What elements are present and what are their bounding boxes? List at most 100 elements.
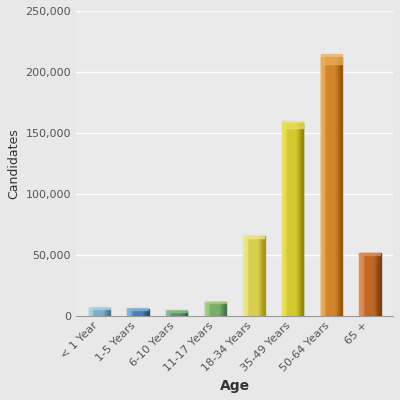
Bar xyxy=(210,302,211,316)
Bar xyxy=(298,123,299,316)
Bar xyxy=(130,309,131,316)
Bar xyxy=(259,236,260,316)
Bar xyxy=(337,57,338,316)
Bar xyxy=(139,309,140,316)
Bar xyxy=(91,308,92,316)
Bar xyxy=(330,57,331,316)
Bar xyxy=(299,123,300,316)
Bar xyxy=(320,54,342,64)
Bar xyxy=(339,57,340,316)
Bar xyxy=(100,308,101,316)
Bar xyxy=(99,308,100,316)
Bar xyxy=(359,253,360,316)
Bar xyxy=(294,123,295,316)
Bar xyxy=(93,308,94,316)
Bar xyxy=(205,302,206,316)
Bar xyxy=(102,308,103,316)
Bar xyxy=(185,311,186,316)
Bar xyxy=(166,311,167,316)
Bar xyxy=(371,253,372,316)
Bar xyxy=(213,302,214,316)
Bar xyxy=(109,308,110,316)
Bar xyxy=(323,57,324,316)
Bar xyxy=(258,236,259,316)
Bar xyxy=(257,236,258,316)
Bar xyxy=(166,310,187,312)
Bar xyxy=(127,308,148,310)
Bar xyxy=(301,123,302,316)
Bar xyxy=(170,311,171,316)
Bar xyxy=(341,57,342,316)
Bar xyxy=(144,309,145,316)
Bar xyxy=(133,309,134,316)
Bar xyxy=(166,311,167,316)
Bar xyxy=(129,309,130,316)
Bar xyxy=(262,236,263,316)
Bar xyxy=(127,309,128,316)
Bar xyxy=(367,253,368,316)
Bar xyxy=(174,311,175,316)
Bar xyxy=(289,123,290,316)
Bar xyxy=(254,236,255,316)
Bar xyxy=(223,302,224,316)
Bar xyxy=(176,311,177,316)
Bar xyxy=(333,57,334,316)
Bar xyxy=(137,309,138,316)
Bar xyxy=(134,309,135,316)
Bar xyxy=(216,302,217,316)
Bar xyxy=(361,253,362,316)
Bar xyxy=(323,57,324,316)
Bar xyxy=(175,311,176,316)
Bar xyxy=(334,57,335,316)
Bar xyxy=(128,309,131,316)
Bar xyxy=(248,236,249,316)
Bar xyxy=(295,123,296,316)
Bar xyxy=(207,302,208,316)
Bar xyxy=(361,253,362,316)
X-axis label: Age: Age xyxy=(220,379,250,393)
Bar xyxy=(245,236,246,316)
Bar xyxy=(261,236,262,316)
Bar xyxy=(296,123,297,316)
Bar xyxy=(302,123,303,316)
Bar xyxy=(180,311,181,316)
Bar xyxy=(221,302,222,316)
Bar xyxy=(183,311,184,316)
Bar xyxy=(284,123,285,316)
Bar xyxy=(285,123,286,316)
Bar xyxy=(245,236,246,316)
Bar xyxy=(365,253,366,316)
Bar xyxy=(94,308,95,316)
Bar xyxy=(95,308,96,316)
Bar xyxy=(204,302,226,303)
Bar xyxy=(246,236,247,316)
Bar xyxy=(360,253,363,316)
Bar xyxy=(247,236,248,316)
Bar xyxy=(359,253,380,255)
Bar xyxy=(136,309,137,316)
Bar xyxy=(131,309,132,316)
Bar xyxy=(208,302,209,316)
Bar xyxy=(222,302,223,316)
Bar xyxy=(132,309,133,316)
Bar xyxy=(366,253,367,316)
Bar xyxy=(370,253,371,316)
Bar xyxy=(145,309,146,316)
Bar xyxy=(147,309,148,316)
Bar xyxy=(182,311,183,316)
Bar xyxy=(141,309,142,316)
Bar xyxy=(104,308,105,316)
Bar xyxy=(379,253,380,316)
Bar xyxy=(376,253,377,316)
Bar xyxy=(206,302,208,316)
Bar xyxy=(252,236,253,316)
Bar xyxy=(91,308,92,316)
Bar xyxy=(206,302,207,316)
Bar xyxy=(331,57,332,316)
Bar xyxy=(90,308,92,316)
Bar xyxy=(332,57,333,316)
Bar xyxy=(256,236,257,316)
Bar xyxy=(336,57,337,316)
Bar xyxy=(177,311,178,316)
Bar xyxy=(255,236,256,316)
